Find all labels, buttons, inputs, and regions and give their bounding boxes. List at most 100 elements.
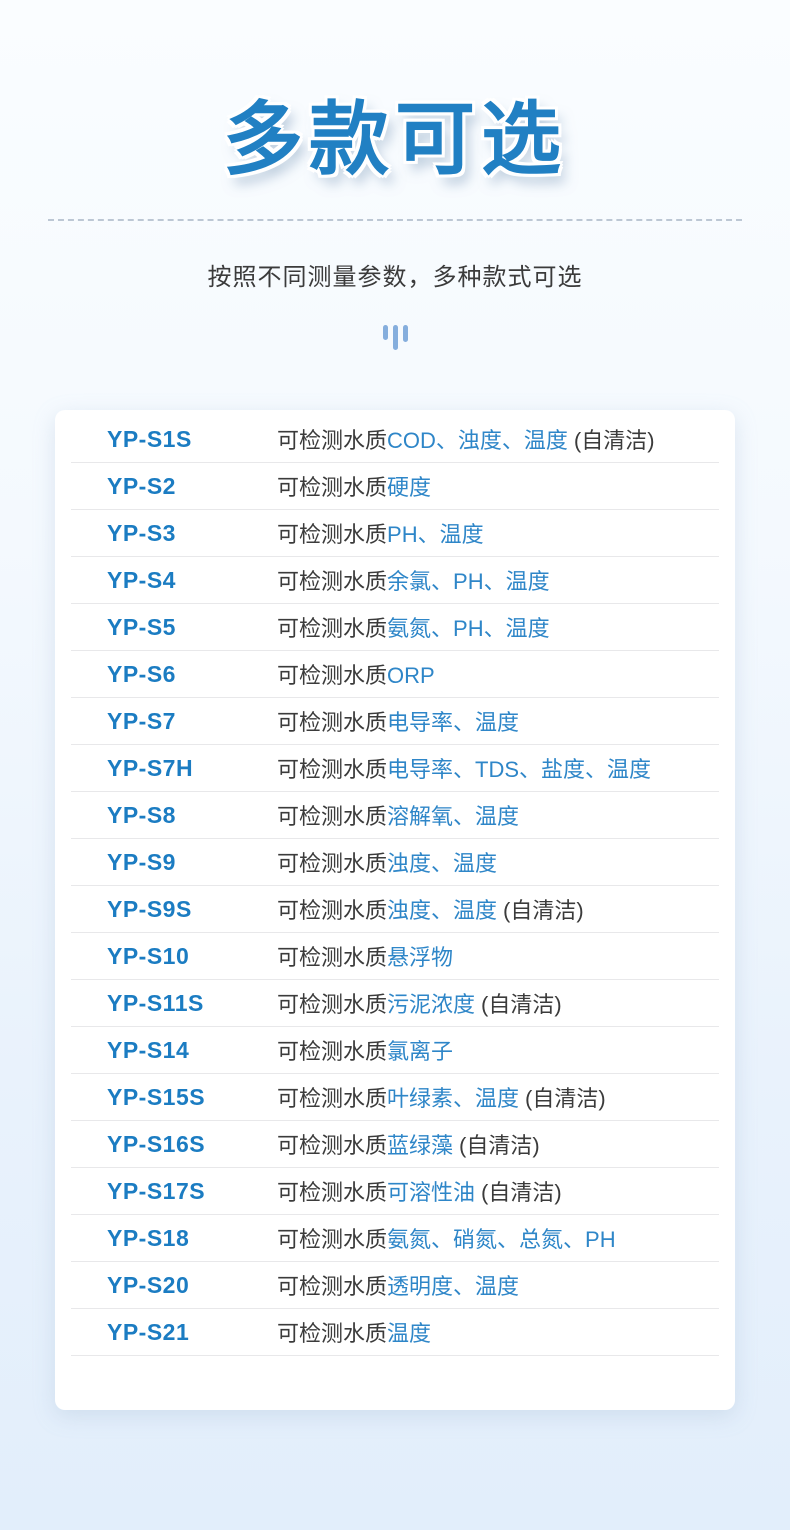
param-list: 氨氮、PH、温度: [387, 616, 550, 641]
detect-prefix: 可检测水质: [277, 522, 388, 547]
param-list: ORP: [387, 663, 435, 688]
detect-prefix: 可检测水质: [277, 1274, 388, 1299]
model-name: YP-S18: [107, 1224, 190, 1251]
model-name: YP-S2: [107, 472, 176, 499]
param-list: 电导率、TDS、盐度、温度: [387, 757, 652, 782]
row-description: 可检测水质氨氮、PH、温度: [277, 611, 550, 643]
param-list: 蓝绿藻: [387, 1133, 454, 1158]
detect-prefix: 可检测水质: [277, 428, 388, 453]
detect-prefix: 可检测水质: [277, 992, 388, 1017]
detect-prefix: 可检测水质: [277, 804, 388, 829]
param-list: 电导率、温度: [387, 710, 520, 735]
table-row: YP-S4 可检测水质余氯、PH、温度: [71, 557, 719, 604]
table-row: YP-S8 可检测水质溶解氧、温度: [71, 792, 719, 839]
model-name: YP-S9: [107, 848, 176, 875]
row-description: 可检测水质COD、浊度、温度 (自清洁): [277, 423, 655, 455]
param-list: COD、浊度、温度: [387, 428, 568, 453]
page-subtitle: 按照不同测量参数，多种款式可选: [207, 264, 583, 291]
model-name: YP-S17S: [107, 1177, 206, 1204]
param-list: 浊度、温度: [387, 898, 498, 923]
model-name: YP-S3: [107, 519, 176, 546]
model-name: YP-S7H: [107, 754, 194, 781]
table-row: YP-S20 可检测水质透明度、温度: [71, 1262, 719, 1309]
table-row: YP-S9S 可检测水质浊度、温度 (自清洁): [71, 886, 719, 933]
model-name: YP-S14: [107, 1036, 190, 1063]
row-description: 可检测水质氯离子: [277, 1034, 453, 1066]
param-list: 悬浮物: [387, 945, 454, 970]
self-clean-label: (自清洁): [459, 1133, 540, 1158]
param-list: 透明度、温度: [387, 1274, 520, 1299]
detect-prefix: 可检测水质: [277, 616, 388, 641]
table-row: YP-S9 可检测水质浊度、温度: [71, 839, 719, 886]
detect-prefix: 可检测水质: [277, 663, 388, 688]
table-row: YP-S11S 可检测水质污泥浓度 (自清洁): [71, 980, 719, 1027]
table-row: YP-S3 可检测水质PH、温度: [71, 510, 719, 557]
row-description: 可检测水质溶解氧、温度: [277, 799, 519, 831]
model-name: YP-S15S: [107, 1083, 206, 1110]
row-description: 可检测水质硬度: [277, 470, 431, 502]
row-description: 可检测水质氨氮、硝氮、总氮、PH: [277, 1222, 616, 1254]
detect-prefix: 可检测水质: [277, 1321, 388, 1346]
row-description: 可检测水质ORP: [277, 658, 435, 690]
row-description: 可检测水质电导率、TDS、盐度、温度: [277, 752, 651, 784]
self-clean-label: (自清洁): [481, 1180, 562, 1205]
param-list: 可溶性油: [387, 1180, 476, 1205]
row-description: 可检测水质余氯、PH、温度: [277, 564, 550, 596]
detect-prefix: 可检测水质: [277, 1086, 388, 1111]
param-list: 温度: [387, 1321, 432, 1346]
table-row: YP-S10 可检测水质悬浮物: [71, 933, 719, 980]
param-list: 溶解氧、温度: [387, 804, 520, 829]
bar-left: [382, 325, 388, 340]
row-description: 可检测水质浊度、温度: [277, 846, 497, 878]
table-row: YP-S7 可检测水质电导率、温度: [71, 698, 719, 745]
param-list: 硬度: [387, 475, 432, 500]
model-name: YP-S7: [107, 707, 176, 734]
row-description: 可检测水质污泥浓度 (自清洁): [277, 987, 562, 1019]
param-list: 污泥浓度: [387, 992, 476, 1017]
param-list: 氯离子: [387, 1039, 454, 1064]
table-row: YP-S15S 可检测水质叶绿素、温度 (自清洁): [71, 1074, 719, 1121]
table-row: YP-S6 可检测水质ORP: [71, 651, 719, 698]
detect-prefix: 可检测水质: [277, 851, 388, 876]
model-name: YP-S21: [107, 1318, 190, 1345]
table-row: YP-S21 可检测水质温度: [71, 1309, 719, 1356]
detect-prefix: 可检测水质: [277, 1039, 388, 1064]
hero-section: 多款可选: [0, 0, 790, 194]
row-description: 可检测水质叶绿素、温度 (自清洁): [277, 1081, 606, 1113]
model-name: YP-S6: [107, 660, 176, 687]
model-name: YP-S1S: [107, 425, 192, 452]
model-name: YP-S11S: [107, 989, 204, 1016]
model-name: YP-S5: [107, 613, 176, 640]
page-title: 多款可选: [223, 92, 567, 186]
self-clean-label: (自清洁): [503, 898, 584, 923]
row-description: 可检测水质电导率、温度: [277, 705, 519, 737]
row-description: 可检测水质可溶性油 (自清洁): [277, 1175, 562, 1207]
param-list: 余氯、PH、温度: [387, 569, 550, 594]
detect-prefix: 可检测水质: [277, 945, 388, 970]
row-description: 可检测水质透明度、温度: [277, 1269, 519, 1301]
detect-prefix: 可检测水质: [277, 710, 388, 735]
model-name: YP-S8: [107, 801, 176, 828]
detect-prefix: 可检测水质: [277, 1133, 388, 1158]
param-list: 叶绿素、温度: [387, 1086, 520, 1111]
self-clean-label: (自清洁): [573, 428, 655, 453]
table-row: YP-S7H 可检测水质电导率、TDS、盐度、温度: [71, 745, 719, 792]
table-row: YP-S14 可检测水质氯离子: [71, 1027, 719, 1074]
model-name: YP-S16S: [107, 1130, 206, 1157]
param-list: PH、温度: [387, 522, 484, 547]
bar-middle: [392, 325, 398, 350]
row-description: 可检测水质PH、温度: [277, 517, 484, 549]
detect-prefix: 可检测水质: [277, 475, 388, 500]
self-clean-label: (自清洁): [481, 992, 562, 1017]
model-name: YP-S4: [107, 566, 176, 593]
table-row: YP-S1S 可检测水质COD、浊度、温度 (自清洁): [71, 416, 719, 463]
table-row: YP-S16S 可检测水质蓝绿藻 (自清洁): [71, 1121, 719, 1168]
table-row: YP-S2 可检测水质硬度: [71, 463, 719, 510]
table-row: YP-S5 可检测水质氨氮、PH、温度: [71, 604, 719, 651]
model-name: YP-S10: [107, 942, 190, 969]
model-name: YP-S9S: [107, 895, 192, 922]
param-list: 氨氮、硝氮、总氮、PH: [387, 1227, 616, 1252]
table-row: YP-S18 可检测水质氨氮、硝氮、总氮、PH: [71, 1215, 719, 1262]
detect-prefix: 可检测水质: [277, 898, 388, 923]
row-description: 可检测水质悬浮物: [277, 940, 453, 972]
